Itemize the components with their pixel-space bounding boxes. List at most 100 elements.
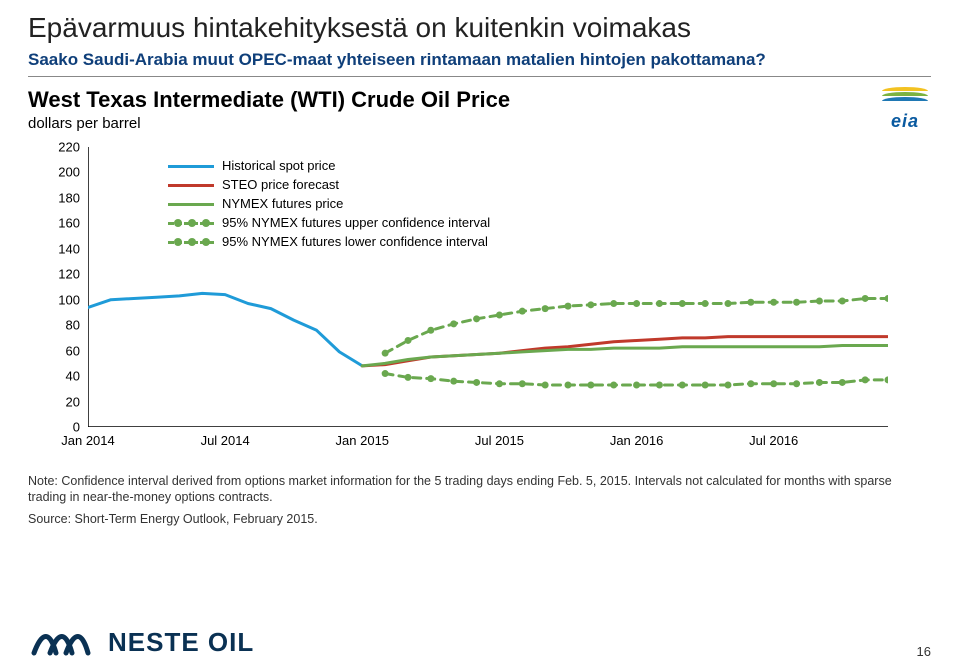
legend-swatch-icon bbox=[168, 235, 214, 249]
series-lower-marker bbox=[747, 380, 754, 387]
legend-label: STEO price forecast bbox=[222, 176, 339, 194]
series-upper-marker bbox=[702, 300, 709, 307]
series-upper-marker bbox=[816, 298, 823, 305]
series-lower-marker bbox=[450, 378, 457, 385]
brand-mark-icon bbox=[28, 625, 98, 659]
y-axis: 020406080100120140160180200220 bbox=[28, 147, 88, 427]
x-tick-label: Jul 2016 bbox=[749, 433, 798, 448]
series-lower-marker bbox=[519, 380, 526, 387]
footer: NESTE OIL 16 bbox=[28, 625, 931, 659]
series-upper-marker bbox=[542, 305, 549, 312]
chart-subtitle: dollars per barrel bbox=[28, 115, 928, 132]
x-tick-label: Jan 2016 bbox=[610, 433, 664, 448]
chart-container: West Texas Intermediate (WTI) Crude Oil … bbox=[28, 87, 928, 517]
y-tick-label: 40 bbox=[66, 369, 80, 384]
series-lower-marker bbox=[885, 376, 889, 383]
series-upper-marker bbox=[747, 299, 754, 306]
series-upper-marker bbox=[565, 303, 572, 310]
y-tick-label: 140 bbox=[58, 241, 80, 256]
x-axis: Jan 2014Jul 2014Jan 2015Jul 2015Jan 2016… bbox=[88, 427, 888, 457]
series-lower-marker bbox=[793, 380, 800, 387]
y-tick-label: 220 bbox=[58, 140, 80, 155]
series-lower-marker bbox=[496, 380, 503, 387]
series-upper-marker bbox=[725, 300, 732, 307]
series-lower-marker bbox=[862, 376, 869, 383]
series-upper-marker bbox=[885, 295, 889, 302]
series-lower-marker bbox=[679, 382, 686, 389]
y-tick-label: 200 bbox=[58, 165, 80, 180]
legend-swatch-icon bbox=[168, 178, 214, 192]
legend-label: Historical spot price bbox=[222, 157, 335, 175]
series-upper-marker bbox=[382, 350, 389, 357]
chart-source: Source: Short-Term Energy Outlook, Febru… bbox=[28, 512, 928, 526]
series-lower-marker bbox=[382, 370, 389, 377]
series-lower-marker bbox=[633, 382, 640, 389]
eia-arc-icon bbox=[882, 87, 928, 109]
series-upper-marker bbox=[519, 308, 526, 315]
brand-logo: NESTE OIL bbox=[28, 625, 254, 659]
slide-title: Epävarmuus hintakehityksestä on kuitenki… bbox=[28, 12, 931, 44]
slide-subtitle: Saako Saudi-Arabia muut OPEC-maat yhteis… bbox=[28, 50, 931, 70]
x-tick-label: Jan 2014 bbox=[61, 433, 115, 448]
series-lower-marker bbox=[725, 382, 732, 389]
x-tick-label: Jul 2014 bbox=[201, 433, 250, 448]
series-upper-marker bbox=[496, 312, 503, 319]
eia-logo-text: eia bbox=[882, 111, 928, 132]
series-historical bbox=[88, 293, 362, 366]
legend-row-lower: 95% NYMEX futures lower confidence inter… bbox=[168, 233, 490, 251]
legend-swatch-icon bbox=[168, 197, 214, 211]
brand-text: NESTE OIL bbox=[108, 627, 254, 658]
legend-label: 95% NYMEX futures upper confidence inter… bbox=[222, 214, 490, 232]
legend-swatch-icon bbox=[168, 159, 214, 173]
y-tick-label: 20 bbox=[66, 394, 80, 409]
series-lower-marker bbox=[405, 374, 412, 381]
legend-row-upper: 95% NYMEX futures upper confidence inter… bbox=[168, 214, 490, 232]
series-lower-marker bbox=[839, 379, 846, 386]
series-lower-marker bbox=[770, 380, 777, 387]
series-upper-marker bbox=[587, 301, 594, 308]
series-upper-marker bbox=[450, 320, 457, 327]
series-lower-marker bbox=[473, 379, 480, 386]
divider bbox=[28, 76, 931, 77]
series-lower-marker bbox=[610, 382, 617, 389]
x-tick-label: Jan 2015 bbox=[336, 433, 390, 448]
legend-swatch-icon bbox=[168, 216, 214, 230]
series-upper-marker bbox=[862, 295, 869, 302]
y-tick-label: 120 bbox=[58, 267, 80, 282]
legend-label: 95% NYMEX futures lower confidence inter… bbox=[222, 233, 488, 251]
series-upper-marker bbox=[839, 298, 846, 305]
series-lower-marker bbox=[702, 382, 709, 389]
series-upper-marker bbox=[610, 300, 617, 307]
eia-logo: eia bbox=[882, 87, 928, 132]
series-lower-marker bbox=[542, 382, 549, 389]
series-upper-marker bbox=[427, 327, 434, 334]
series-lower-marker bbox=[587, 382, 594, 389]
series-lower-marker bbox=[816, 379, 823, 386]
y-tick-label: 80 bbox=[66, 318, 80, 333]
series-upper-marker bbox=[473, 315, 480, 322]
x-tick-label: Jul 2015 bbox=[475, 433, 524, 448]
series-upper-marker bbox=[793, 299, 800, 306]
series-upper-marker bbox=[770, 299, 777, 306]
y-tick-label: 160 bbox=[58, 216, 80, 231]
legend-row-steo: STEO price forecast bbox=[168, 176, 490, 194]
legend-row-historical: Historical spot price bbox=[168, 157, 490, 175]
y-tick-label: 60 bbox=[66, 343, 80, 358]
series-lower-marker bbox=[656, 382, 663, 389]
y-tick-label: 100 bbox=[58, 292, 80, 307]
legend-label: NYMEX futures price bbox=[222, 195, 343, 213]
chart-title: West Texas Intermediate (WTI) Crude Oil … bbox=[28, 87, 928, 113]
legend: Historical spot priceSTEO price forecast… bbox=[168, 157, 490, 252]
series-lower-marker bbox=[427, 375, 434, 382]
legend-row-nymex: NYMEX futures price bbox=[168, 195, 490, 213]
series-upper-marker bbox=[405, 337, 412, 344]
series-lower-marker bbox=[565, 382, 572, 389]
y-tick-label: 180 bbox=[58, 190, 80, 205]
series-upper-marker bbox=[656, 300, 663, 307]
series-nymex bbox=[362, 346, 888, 366]
series-upper-marker bbox=[633, 300, 640, 307]
chart-note: Note: Confidence interval derived from o… bbox=[28, 473, 928, 506]
page-number: 16 bbox=[917, 644, 931, 659]
series-steo bbox=[362, 337, 888, 366]
series-upper-marker bbox=[679, 300, 686, 307]
